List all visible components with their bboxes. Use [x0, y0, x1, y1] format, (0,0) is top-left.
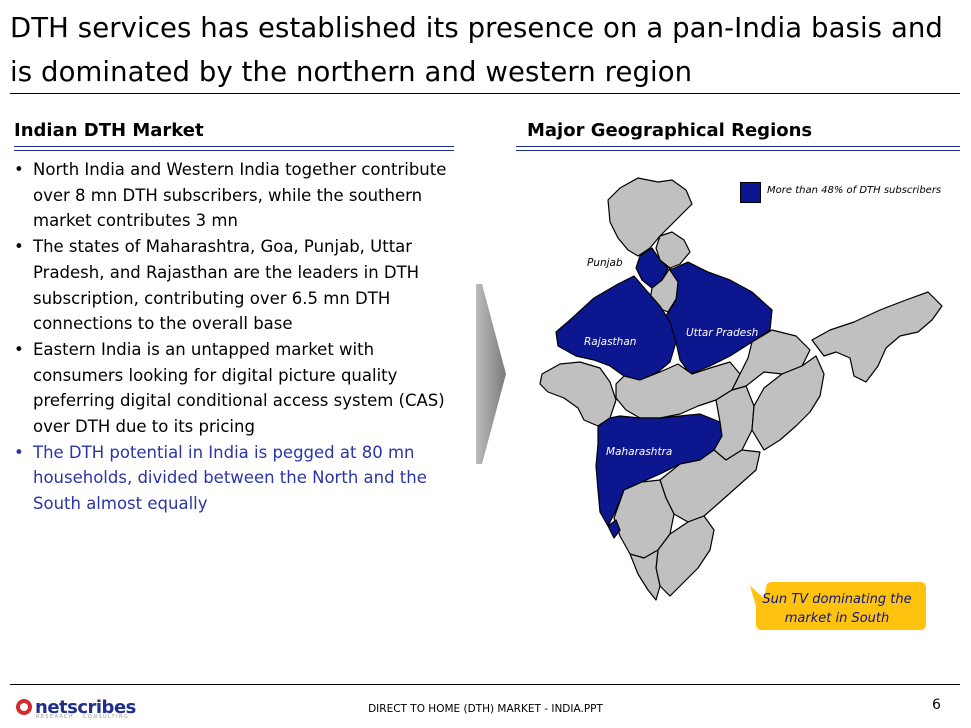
- map-region-rajasthan: [555, 275, 677, 381]
- bullet-dot: •: [14, 442, 24, 462]
- right-section-rule: [516, 146, 960, 151]
- bullet-dot: •: [14, 160, 24, 179]
- label-maharashtra: Maharashtra: [606, 446, 673, 458]
- bullet-text: North India and Western India together c…: [33, 160, 447, 231]
- label-rajasthan: Rajasthan: [584, 336, 637, 348]
- bullet-item: • North India and Western India together …: [14, 157, 454, 234]
- bullet-item-highlight: • The DTH potential in India is pegged at…: [14, 440, 454, 517]
- left-section-rule: [14, 146, 454, 151]
- title-divider: [10, 93, 960, 94]
- bullet-text: The states of Maharashtra, Goa, Punjab, …: [33, 237, 420, 334]
- map-region-goa: [607, 519, 621, 539]
- bullet-item: • The states of Maharashtra, Goa, Punjab,…: [14, 234, 454, 337]
- bullet-item: • Eastern India is an untapped market wit…: [14, 337, 454, 440]
- right-section-heading: Major Geographical Regions: [527, 120, 813, 141]
- chevron-arrow-icon: [476, 284, 506, 464]
- map-region-himachal: [655, 231, 691, 269]
- logo-mark-icon: [16, 699, 32, 715]
- map-region-chhattisgarh: [713, 385, 755, 461]
- map-region-bihar: [731, 329, 811, 391]
- page-number: 6: [932, 697, 941, 713]
- map-region-gujarat: [539, 361, 617, 427]
- map-region-kerala: [629, 549, 661, 601]
- label-punjab: Punjab: [587, 257, 623, 269]
- logo-text: netscribes: [35, 697, 136, 718]
- legend-swatch: [740, 182, 761, 203]
- bullet-dot: •: [14, 339, 24, 359]
- bullet-text: The DTH potential in India is pegged at …: [33, 442, 427, 514]
- callout-bubble: [750, 582, 926, 630]
- netscribes-logo: netscribes RESEARCH · CONSULTING: [16, 697, 136, 720]
- footer-divider: [10, 684, 960, 685]
- legend-label: More than 48% of DTH subscribers: [767, 185, 942, 196]
- map-region-north: [607, 177, 693, 257]
- bullet-dot: •: [14, 237, 24, 257]
- map-region-uttar-pradesh: [665, 261, 773, 375]
- left-section-heading: Indian DTH Market: [14, 120, 204, 141]
- callout-text: Sun TV dominating the market in South: [762, 592, 912, 626]
- label-uttar-pradesh: Uttar Pradesh: [686, 327, 759, 339]
- map-region-northeast: [811, 291, 943, 383]
- slide-title: DTH services has established its presenc…: [10, 12, 943, 88]
- india-map: [539, 177, 943, 601]
- footer-title: DIRECT TO HOME (DTH) MARKET - INDIA.PPT: [368, 703, 603, 715]
- bullet-list: • North India and Western India together …: [14, 157, 454, 517]
- map-region-east: [751, 355, 825, 451]
- bullet-text: Eastern India is an untapped market with…: [33, 339, 445, 437]
- logo-tagline: RESEARCH · CONSULTING: [36, 714, 130, 720]
